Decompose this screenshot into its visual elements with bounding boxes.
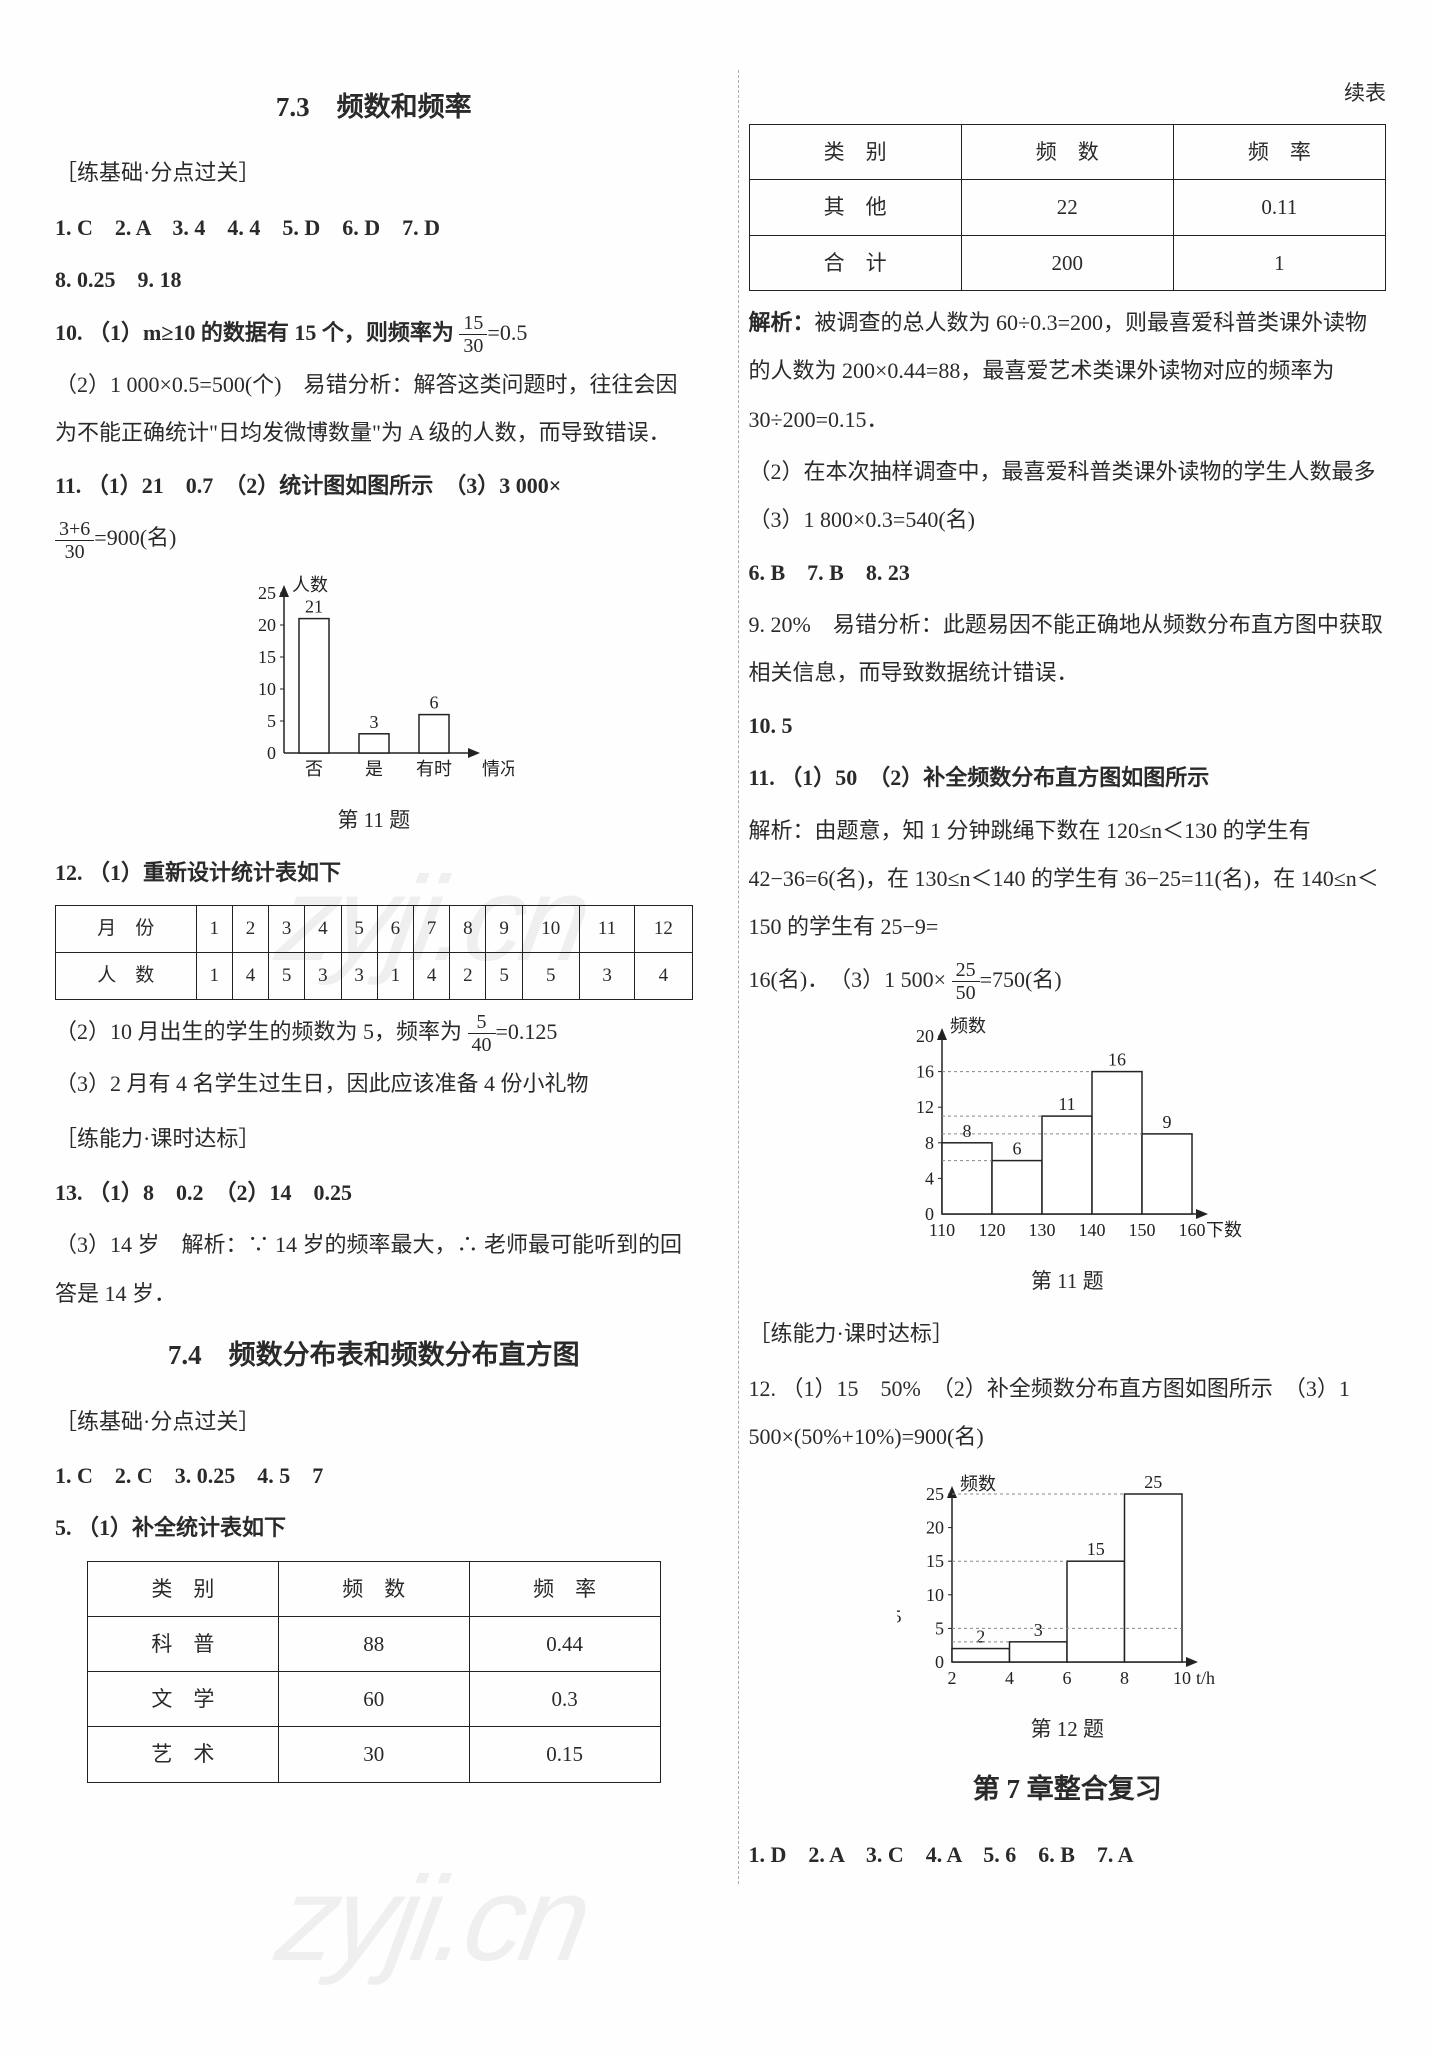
svg-text:9: 9 — [1163, 1112, 1172, 1132]
title-review: 第 7 章整合复习 — [749, 1760, 1387, 1819]
q13-2: （3）14 岁 解析：∵ 14 岁的频率最大，∴ 老师最可能听到的回答是 14 … — [55, 1221, 693, 1318]
svg-text:5: 5 — [267, 711, 276, 731]
fraction-icon: 3+6 30 — [55, 518, 94, 563]
svg-text:150: 150 — [1129, 1220, 1156, 1240]
svg-text:6: 6 — [429, 692, 438, 712]
svg-text:20: 20 — [916, 1026, 934, 1046]
svg-text:6: 6 — [1063, 1668, 1072, 1688]
svg-text:25: 25 — [1145, 1472, 1163, 1492]
svg-text:15: 15 — [926, 1551, 944, 1571]
svg-text:t/h: t/h — [1196, 1668, 1215, 1688]
svg-text:否: 否 — [305, 759, 323, 779]
svg-text:2: 2 — [977, 1626, 986, 1646]
sub-ability-r: ［练能力·课时达标］ — [749, 1310, 1387, 1358]
svg-text:频数: 频数 — [950, 1016, 986, 1036]
svg-text:有时: 有时 — [416, 759, 452, 779]
q11-b: 3+6 30 =900(名) — [55, 514, 693, 562]
fraction-icon: 15 30 — [459, 312, 487, 357]
table-5b: 类 别频 数频 率其 他220.11合 计2001 — [749, 124, 1387, 291]
review-line-1: 1. D 2. A 3. C 4. A 5. 6 6. B 7. A — [749, 1831, 1387, 1879]
svg-text:25: 25 — [926, 1484, 944, 1504]
svg-text:4: 4 — [925, 1169, 934, 1189]
q12-1-r: 12. （1）15 50% （2）补全频数分布直方图如图所示 （3）1 500×… — [749, 1365, 1387, 1462]
svg-text:21: 21 — [305, 596, 323, 616]
svg-text:频数: 频数 — [960, 1474, 996, 1494]
q10-1-tail: =0.5 — [487, 320, 527, 345]
svg-text:12: 12 — [916, 1097, 934, 1117]
answers-line-2: 8. 0.25 9. 18 — [55, 256, 693, 304]
q11-a: 11. （1）21 0.7 （2）统计图如图所示 （3）3 000× — [55, 462, 693, 510]
svg-text:20: 20 — [926, 1517, 944, 1537]
svg-text:10: 10 — [926, 1584, 944, 1604]
answers-line-1: 1. C 2. A 3. 4 4. 4 5. D 6. D 7. D — [55, 204, 693, 252]
q10-1-text: 10. （1）m≥10 的数据有 15 个，则频率为 — [55, 320, 454, 345]
section-title-73: 7.3 频数和频率 — [55, 78, 693, 137]
q12-2: （2）10 月出生的学生的频数为 5，频率为 5 40 =0.125 — [55, 1008, 693, 1056]
svg-text:20: 20 — [258, 615, 276, 635]
cont-label: 续表 — [749, 70, 1387, 116]
svg-text:120: 120 — [979, 1220, 1006, 1240]
analysis-1: 解析：被调查的总人数为 60÷0.3=200，则最喜爱科普类课外读物的人数为 2… — [749, 299, 1387, 444]
q9: 9. 20% 易错分析：此题易因不能正确地从频数分布直方图中获取相关信息，而导致… — [749, 601, 1387, 698]
svg-text:8: 8 — [1120, 1668, 1129, 1688]
line678: 6. B 7. B 8. 23 — [749, 549, 1387, 597]
svg-text:6: 6 — [1013, 1139, 1022, 1159]
svg-text:15: 15 — [258, 647, 276, 667]
svg-text:15: 15 — [1087, 1539, 1105, 1559]
svg-text:8: 8 — [925, 1133, 934, 1153]
q12-1: 12. （1）重新设计统计表如下 — [55, 849, 693, 897]
right-column: 续表 类 别频 数频 率其 他220.11合 计2001 解析：被调查的总人数为… — [738, 70, 1387, 1884]
section-title-74: 7.4 频数分布表和频数分布直方图 — [55, 1326, 693, 1385]
chart-12-right: 频数51015202502315255246810t/h — [749, 1472, 1387, 1702]
q11-1: 11. （1）50 （2）补全频数分布直方图如图所示 — [749, 754, 1387, 802]
table-12: 月 份123456789101112人 数145331425534 — [55, 905, 693, 1000]
q13-1: 13. （1）8 0.2 （2）14 0.25 — [55, 1169, 693, 1217]
sub-basic: ［练基础·分点过关］ — [55, 149, 693, 197]
q10-2: （2）1 000×0.5=500(个) 易错分析：解答这类问题时，往往会因为不能… — [55, 361, 693, 458]
q10-1: 10. （1）m≥10 的数据有 15 个，则频率为 15 30 =0.5 — [55, 309, 693, 357]
svg-text:130: 130 — [1029, 1220, 1056, 1240]
line74-1: 1. C 2. C 3. 0.25 4. 5 7 — [55, 1452, 693, 1500]
chart-12r-caption: 第 12 题 — [749, 1706, 1387, 1752]
q11-anal-a: 解析：由题意，知 1 分钟跳绳下数在 120≤n＜130 的学生有 42−36=… — [749, 807, 1387, 952]
q5-1: 5. （1）补全统计表如下 — [55, 1504, 693, 1552]
svg-text:16: 16 — [916, 1062, 934, 1082]
svg-text:8: 8 — [963, 1121, 972, 1141]
sub-basic-2: ［练基础·分点过关］ — [55, 1398, 693, 1446]
svg-text:140: 140 — [1079, 1220, 1106, 1240]
q11-anal-b: 16(名)． （3）1 500× 25 50 =750(名) — [749, 956, 1387, 1004]
svg-text:160: 160 — [1179, 1220, 1206, 1240]
svg-text:5: 5 — [897, 1606, 902, 1626]
svg-text:人数: 人数 — [292, 575, 328, 595]
svg-text:是: 是 — [365, 759, 383, 779]
q12-3: （3）2 月有 4 名学生过生日，因此应该准备 4 份小礼物 — [55, 1060, 693, 1108]
svg-text:下数: 下数 — [1206, 1220, 1242, 1240]
svg-text:10: 10 — [258, 679, 276, 699]
svg-text:情况: 情况 — [482, 759, 514, 779]
chart-11-right: 频数4812162008611169110120130140150160下数 — [749, 1014, 1387, 1254]
chart-11r-caption: 第 11 题 — [749, 1258, 1387, 1304]
chart-11-left: 人数 5 10 15 20 25 0 21 否 3 是 6 有时 情况 — [55, 573, 693, 793]
svg-text:25: 25 — [258, 583, 276, 603]
table-5: 类 别频 数频 率科 普880.44文 学600.3艺 术300.15 — [87, 1561, 661, 1783]
chart-11-caption: 第 11 题 — [55, 797, 693, 843]
sub-ability: ［练能力·课时达标］ — [55, 1115, 693, 1163]
svg-text:3: 3 — [369, 711, 378, 731]
q5-2: （2）在本次抽样调查中，最喜爱科普类课外读物的学生人数最多 （3）1 800×0… — [749, 448, 1387, 545]
svg-text:16: 16 — [1108, 1050, 1126, 1070]
svg-text:2: 2 — [948, 1668, 957, 1688]
svg-text:0: 0 — [935, 1652, 944, 1672]
svg-text:11: 11 — [1059, 1094, 1076, 1114]
svg-text:4: 4 — [1005, 1668, 1014, 1688]
fraction-icon: 5 40 — [468, 1011, 496, 1056]
svg-text:10: 10 — [1173, 1668, 1191, 1688]
svg-text:5: 5 — [935, 1618, 944, 1638]
svg-text:3: 3 — [1034, 1619, 1043, 1639]
svg-text:0: 0 — [267, 743, 276, 763]
q10: 10. 5 — [749, 702, 1387, 750]
svg-text:110: 110 — [929, 1220, 955, 1240]
fraction-icon: 25 50 — [952, 959, 980, 1004]
left-column: 7.3 频数和频率 ［练基础·分点过关］ 1. C 2. A 3. 4 4. 4… — [55, 70, 703, 1884]
